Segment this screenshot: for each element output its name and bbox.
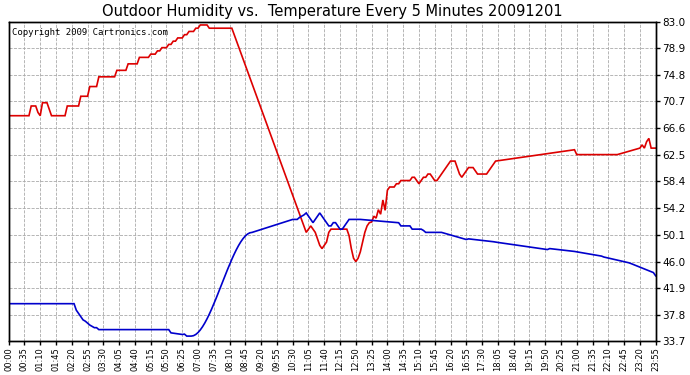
- Title: Outdoor Humidity vs.  Temperature Every 5 Minutes 20091201: Outdoor Humidity vs. Temperature Every 5…: [102, 4, 562, 19]
- Text: Copyright 2009 Cartronics.com: Copyright 2009 Cartronics.com: [12, 28, 168, 37]
